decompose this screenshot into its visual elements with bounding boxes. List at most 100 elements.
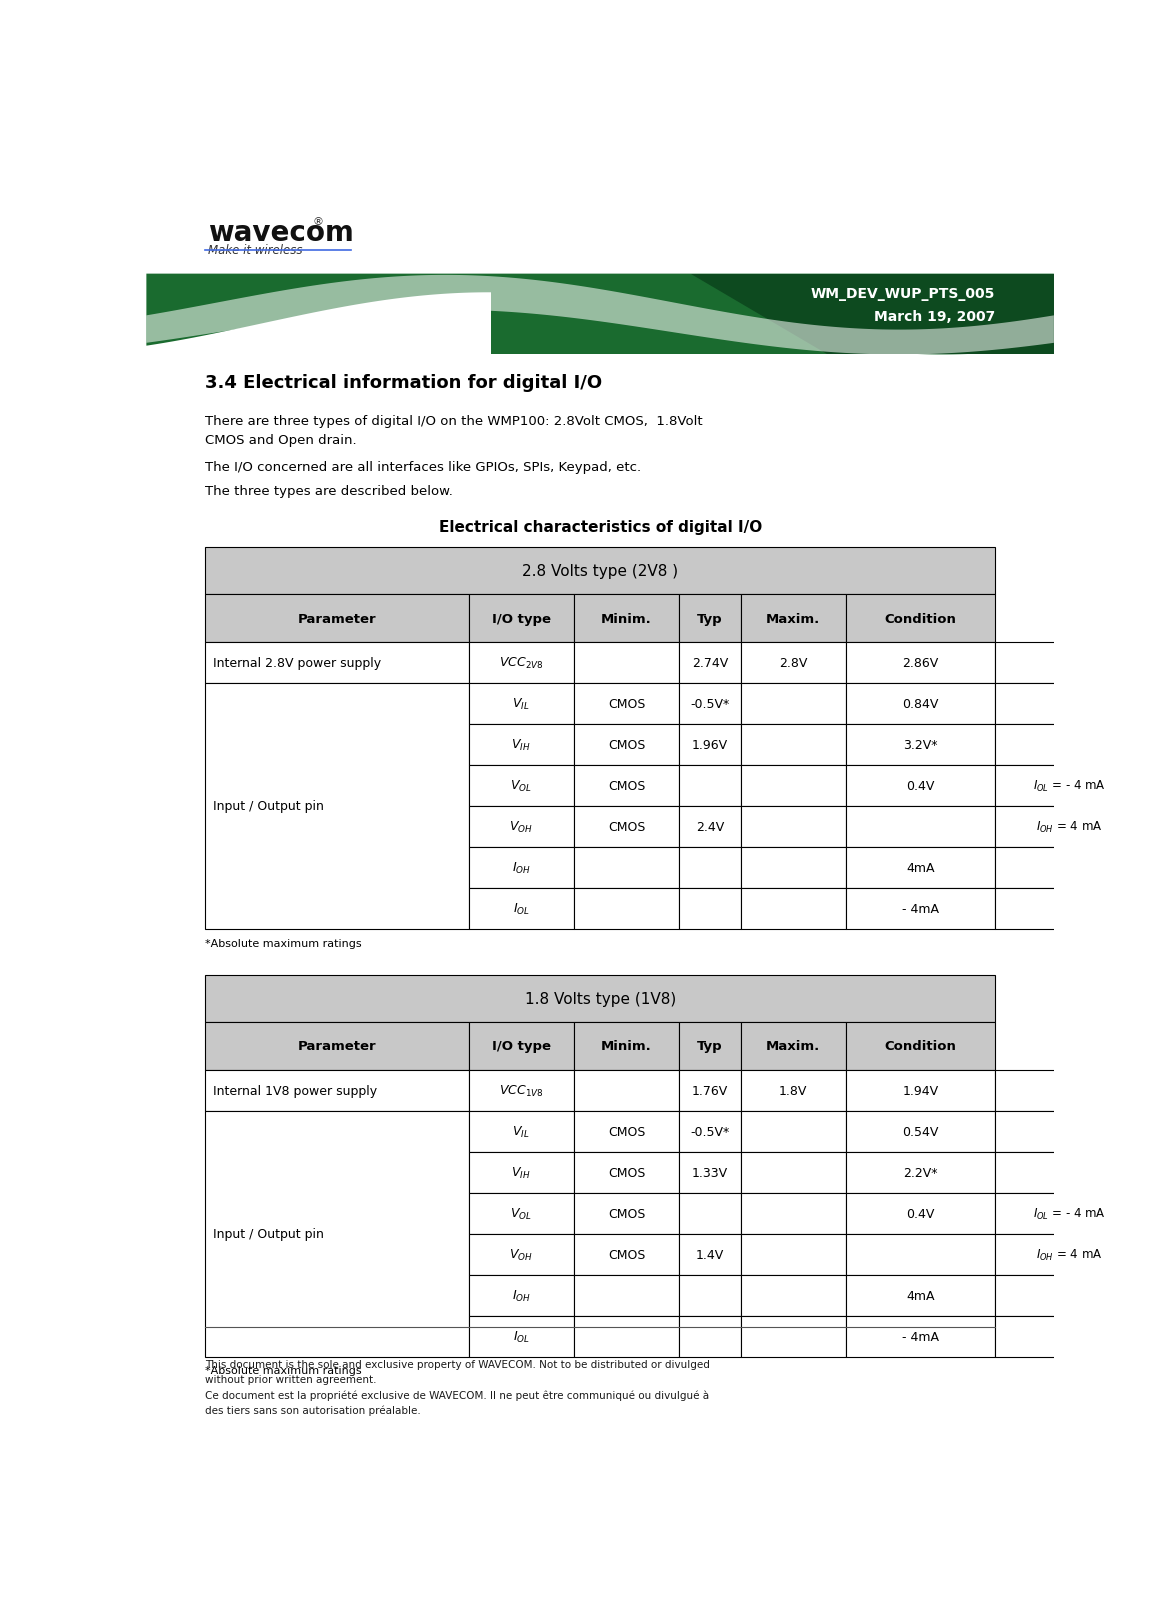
Text: 0.54V: 0.54V xyxy=(902,1125,938,1138)
FancyBboxPatch shape xyxy=(574,1152,679,1193)
FancyBboxPatch shape xyxy=(205,547,995,596)
FancyBboxPatch shape xyxy=(574,1315,679,1357)
Text: $VCC_{2V8}$: $VCC_{2V8}$ xyxy=(499,655,543,670)
FancyBboxPatch shape xyxy=(740,1152,845,1193)
FancyBboxPatch shape xyxy=(574,765,679,807)
Text: I/O type: I/O type xyxy=(492,612,550,625)
FancyBboxPatch shape xyxy=(740,1233,845,1275)
Text: $VCC_{1V8}$: $VCC_{1V8}$ xyxy=(499,1083,543,1098)
FancyBboxPatch shape xyxy=(845,1315,995,1357)
Text: CMOS: CMOS xyxy=(608,1165,645,1178)
Text: wavecom: wavecom xyxy=(205,1335,271,1348)
Polygon shape xyxy=(146,276,1054,355)
Text: -0.5V*: -0.5V* xyxy=(690,1125,730,1138)
Text: This document is the sole and exclusive property of WAVECOM. Not to be distribut: This document is the sole and exclusive … xyxy=(205,1359,711,1369)
Text: 2.74V: 2.74V xyxy=(692,657,728,670)
FancyBboxPatch shape xyxy=(679,1110,740,1152)
Text: 3.4 Electrical information for digital I/O: 3.4 Electrical information for digital I… xyxy=(205,374,603,392)
FancyBboxPatch shape xyxy=(740,683,845,725)
Text: CMOS: CMOS xyxy=(608,1248,645,1261)
FancyBboxPatch shape xyxy=(845,1233,995,1275)
FancyBboxPatch shape xyxy=(679,642,740,683)
Text: There are three types of digital I/O on the WMP100: 2.8Volt CMOS,  1.8Volt
CMOS : There are three types of digital I/O on … xyxy=(205,415,703,447)
Text: $I_{OH}$ = 4 mA: $I_{OH}$ = 4 mA xyxy=(1036,1248,1103,1262)
FancyBboxPatch shape xyxy=(205,975,995,1023)
FancyBboxPatch shape xyxy=(468,1233,574,1275)
Text: - 4mA: - 4mA xyxy=(902,902,939,915)
Text: 2.4V: 2.4V xyxy=(696,820,724,833)
FancyBboxPatch shape xyxy=(845,765,995,807)
Text: $V_{OL}$: $V_{OL}$ xyxy=(511,1206,532,1220)
FancyBboxPatch shape xyxy=(679,1233,740,1275)
FancyBboxPatch shape xyxy=(205,596,468,642)
Text: wavecom: wavecom xyxy=(208,218,354,247)
FancyBboxPatch shape xyxy=(574,683,679,725)
FancyBboxPatch shape xyxy=(995,765,1144,807)
Text: Make it wireless: Make it wireless xyxy=(208,244,302,257)
FancyBboxPatch shape xyxy=(574,1110,679,1152)
Text: - 4mA: - 4mA xyxy=(902,1330,939,1343)
FancyBboxPatch shape xyxy=(679,807,740,847)
Text: $I_{OL}$ = - 4 mA: $I_{OL}$ = - 4 mA xyxy=(1033,1206,1105,1220)
FancyBboxPatch shape xyxy=(995,683,1144,725)
FancyBboxPatch shape xyxy=(740,847,845,888)
Text: Page : 32 / 152: Page : 32 / 152 xyxy=(890,1335,995,1348)
FancyBboxPatch shape xyxy=(845,807,995,847)
FancyBboxPatch shape xyxy=(995,1070,1144,1110)
Text: $V_{IL}$: $V_{IL}$ xyxy=(513,696,530,712)
FancyBboxPatch shape xyxy=(679,1023,740,1070)
FancyBboxPatch shape xyxy=(845,642,995,683)
Polygon shape xyxy=(146,274,1054,355)
Text: Maxim.: Maxim. xyxy=(766,612,820,625)
Text: Condition: Condition xyxy=(884,612,957,625)
Text: CMOS: CMOS xyxy=(608,820,645,833)
Text: Maxim.: Maxim. xyxy=(766,1039,820,1052)
FancyBboxPatch shape xyxy=(679,1315,740,1357)
FancyBboxPatch shape xyxy=(574,1023,679,1070)
Text: The I/O concerned are all interfaces like GPIOs, SPIs, Keypad, etc.: The I/O concerned are all interfaces lik… xyxy=(205,462,642,475)
FancyBboxPatch shape xyxy=(679,1070,740,1110)
FancyBboxPatch shape xyxy=(740,1023,845,1070)
Text: WM_DEV_WUP_PTS_005: WM_DEV_WUP_PTS_005 xyxy=(810,287,995,302)
FancyBboxPatch shape xyxy=(845,1275,995,1315)
FancyBboxPatch shape xyxy=(205,1070,468,1110)
Text: $I_{OL}$ = - 4 mA: $I_{OL}$ = - 4 mA xyxy=(1033,778,1105,794)
Text: 1.96V: 1.96V xyxy=(692,738,728,752)
Text: Internal 1V8 power supply: Internal 1V8 power supply xyxy=(213,1085,377,1098)
Text: $I_{OL}$: $I_{OL}$ xyxy=(513,1328,529,1344)
FancyBboxPatch shape xyxy=(574,1193,679,1233)
Text: Minim.: Minim. xyxy=(601,1039,652,1052)
FancyBboxPatch shape xyxy=(740,888,845,930)
FancyBboxPatch shape xyxy=(740,642,845,683)
FancyBboxPatch shape xyxy=(205,642,468,683)
FancyBboxPatch shape xyxy=(995,847,1144,888)
FancyBboxPatch shape xyxy=(679,1152,740,1193)
Text: CMOS: CMOS xyxy=(608,738,645,752)
Text: *Absolute maximum ratings: *Absolute maximum ratings xyxy=(205,938,362,947)
Text: 1.94V: 1.94V xyxy=(903,1085,938,1098)
Text: $V_{OH}$: $V_{OH}$ xyxy=(509,820,533,834)
FancyBboxPatch shape xyxy=(468,1152,574,1193)
FancyBboxPatch shape xyxy=(740,807,845,847)
FancyBboxPatch shape xyxy=(995,1110,1144,1152)
Text: The three types are described below.: The three types are described below. xyxy=(205,484,453,497)
Text: Minim.: Minim. xyxy=(601,612,652,625)
FancyBboxPatch shape xyxy=(574,888,679,930)
Text: Ce document est la propriété exclusive de WAVECOM. Il ne peut être communiqué ou: Ce document est la propriété exclusive d… xyxy=(205,1390,710,1399)
Text: $V_{IH}$: $V_{IH}$ xyxy=(512,1165,530,1180)
Text: CMOS: CMOS xyxy=(608,780,645,792)
Polygon shape xyxy=(691,274,1054,355)
Text: CMOS: CMOS xyxy=(608,1207,645,1220)
Text: Typ: Typ xyxy=(697,1039,723,1052)
FancyBboxPatch shape xyxy=(574,1275,679,1315)
FancyBboxPatch shape xyxy=(845,683,995,725)
FancyBboxPatch shape xyxy=(468,725,574,765)
Text: $V_{OH}$: $V_{OH}$ xyxy=(509,1248,533,1262)
FancyBboxPatch shape xyxy=(740,1110,845,1152)
FancyBboxPatch shape xyxy=(845,596,995,642)
FancyBboxPatch shape xyxy=(205,1023,468,1070)
Text: $I_{OL}$: $I_{OL}$ xyxy=(513,901,529,917)
Text: des tiers sans son autorisation préalable.: des tiers sans son autorisation préalabl… xyxy=(205,1404,422,1414)
FancyBboxPatch shape xyxy=(574,1233,679,1275)
Text: March 19, 2007: March 19, 2007 xyxy=(874,310,995,323)
